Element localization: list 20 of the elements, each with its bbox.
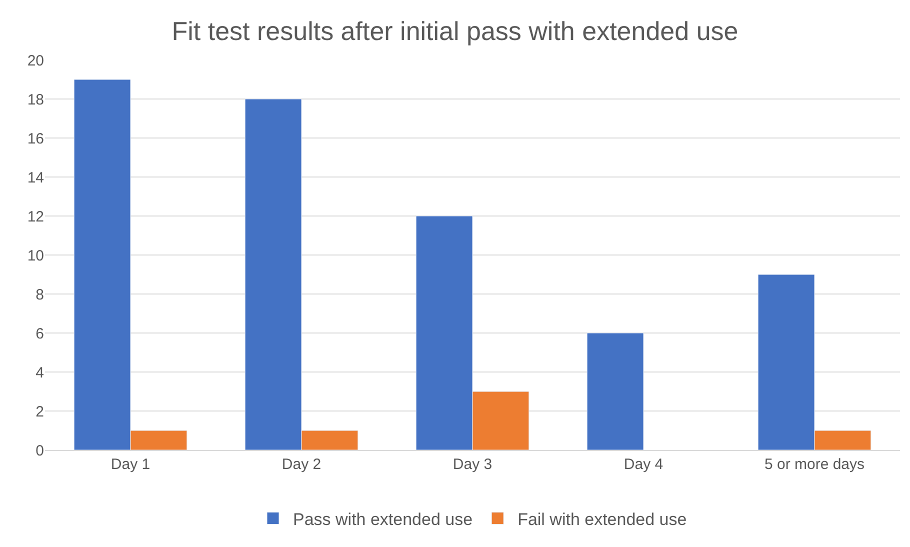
chart-title: Fit test results after initial pass with extended use [172, 16, 738, 46]
y-tick-label: 14 [27, 169, 44, 186]
y-tick-label: 8 [36, 286, 44, 304]
y-tick-label: 0 [36, 442, 44, 460]
y-tick-label: 4 [36, 364, 44, 382]
x-tick-label: Day 2 [282, 456, 322, 473]
x-tick-label: Day 1 [110, 456, 150, 473]
y-tick-label: 20 [27, 52, 44, 70]
y-tick-label: 6 [36, 325, 44, 342]
legend-label: Fail with extended use [518, 510, 687, 529]
y-tick-label: 18 [27, 91, 44, 108]
x-tick-label: Day 3 [452, 456, 492, 473]
y-tick-label: 2 [36, 403, 44, 420]
y-tick-label: 16 [27, 130, 44, 148]
y-tick-label: 12 [27, 208, 44, 226]
bar [586, 332, 644, 450]
x-tick-label: Day 4 [624, 456, 664, 473]
legend-label: Pass with extended use [293, 510, 473, 529]
y-tick-label: 10 [27, 247, 44, 264]
x-tick-label: 5 or more days [764, 456, 865, 473]
